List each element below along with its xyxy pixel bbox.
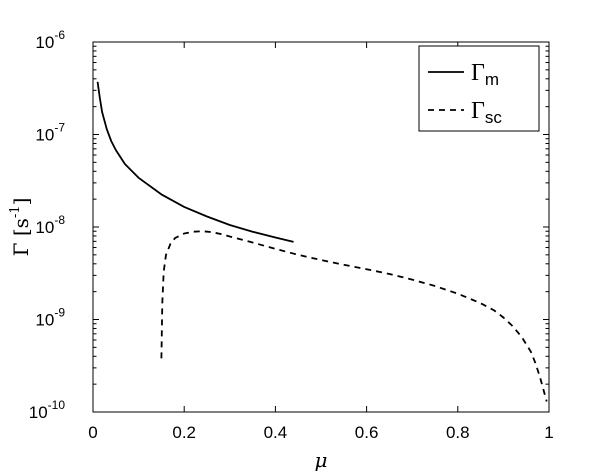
ticks bbox=[92, 41, 550, 413]
legend-label-gamma-m-main: Γ bbox=[471, 60, 485, 86]
y-axis-label: Γ [s-1] bbox=[8, 198, 33, 257]
y-tick-label: 10-9 bbox=[35, 306, 65, 330]
y-tick-label-base: 10 bbox=[35, 126, 54, 145]
legend-label-gamma-sc-main: Γ bbox=[471, 98, 485, 124]
y-tick-label-exp: -8 bbox=[54, 213, 65, 227]
y-axis-label-sup: -1 bbox=[8, 205, 23, 218]
x-axis-label: μ bbox=[315, 448, 328, 472]
legend-box bbox=[418, 45, 540, 132]
x-tick-label: 1 bbox=[544, 423, 553, 442]
y-tick-label: 10-8 bbox=[35, 213, 65, 237]
legend-label-gamma-sc: Γsc bbox=[471, 98, 502, 127]
x-tick-label: 0.2 bbox=[172, 423, 196, 442]
legend: Γm Γsc bbox=[418, 45, 540, 132]
y-tick-label-exp: -9 bbox=[54, 306, 65, 320]
y-axis-label-close: ] bbox=[9, 198, 33, 206]
x-tick-label: 0.6 bbox=[355, 423, 379, 442]
series-line-gamma-m bbox=[96, 81, 294, 243]
y-tick-label-exp: -7 bbox=[54, 121, 65, 135]
y-tick-label-base: 10 bbox=[35, 218, 54, 237]
y-tick-label: 10-10 bbox=[29, 398, 66, 422]
legend-label-gamma-m: Γm bbox=[471, 60, 499, 89]
y-tick-label-base: 10 bbox=[35, 33, 54, 52]
y-tick-label: 10-6 bbox=[35, 28, 65, 52]
y-axis-label-base: Γ [s bbox=[9, 218, 33, 256]
y-tick-label: 10-7 bbox=[35, 121, 65, 145]
x-tick-label: 0.8 bbox=[446, 423, 470, 442]
x-tick-label: 0.4 bbox=[264, 423, 288, 442]
y-tick-label-base: 10 bbox=[29, 403, 48, 422]
y-tick-label-exp: -10 bbox=[48, 398, 66, 412]
series-layer bbox=[96, 81, 548, 402]
x-tick-label: 0 bbox=[88, 423, 97, 442]
series-line-gamma-sc bbox=[160, 230, 548, 402]
y-tick-label-exp: -6 bbox=[54, 28, 65, 42]
legend-label-gamma-m-sub: m bbox=[485, 70, 499, 89]
y-tick-label-base: 10 bbox=[35, 311, 54, 330]
plot-area bbox=[92, 41, 550, 413]
legend-label-gamma-sc-sub: sc bbox=[485, 108, 503, 127]
